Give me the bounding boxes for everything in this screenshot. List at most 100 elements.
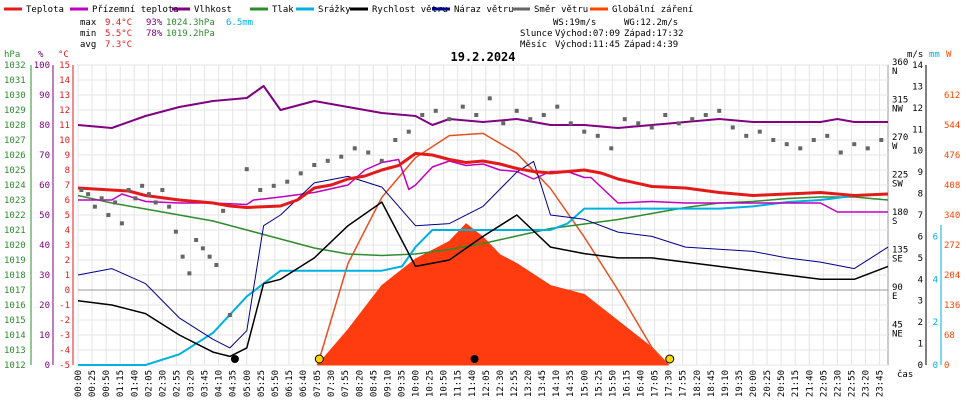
rain-tick-label: 4 bbox=[933, 275, 938, 285]
press-tick-label: 1029 bbox=[4, 106, 26, 116]
rad-tick-label: 204 bbox=[944, 271, 960, 281]
dir-compass-label: SW bbox=[892, 180, 903, 190]
stats-min-label: min bbox=[80, 29, 96, 39]
temp-tick-label: 14 bbox=[59, 76, 70, 86]
wind-tick-label: 7 bbox=[918, 211, 923, 221]
x-tick-label: 14:35 bbox=[566, 370, 576, 397]
rad-tick-label: 68 bbox=[944, 331, 955, 341]
press-tick-label: 1021 bbox=[4, 226, 26, 236]
temp-tick-label: 4 bbox=[65, 226, 70, 236]
press-tick-label: 1019 bbox=[4, 256, 26, 266]
info-sun-rise: Východ:07:09 bbox=[555, 29, 620, 39]
rain-tick-label: 0 bbox=[933, 361, 938, 371]
wind-direction-point bbox=[99, 196, 104, 201]
dir-compass-label: N bbox=[892, 67, 897, 77]
x-tick-label: 13:20 bbox=[524, 370, 534, 397]
wind-tick-label: 6 bbox=[918, 232, 923, 242]
legend-label: Vlhkost bbox=[194, 5, 232, 15]
wind-direction-point bbox=[595, 133, 600, 138]
wind-tick-label: 3 bbox=[918, 297, 923, 307]
wind-direction-point bbox=[160, 188, 165, 192]
temp-tick-label: 6 bbox=[65, 196, 70, 206]
wind-direction-point bbox=[393, 138, 398, 142]
wind-direction-point bbox=[271, 183, 276, 188]
press-tick-label: 1030 bbox=[4, 91, 26, 101]
temp-tick-label: 3 bbox=[65, 241, 70, 251]
x-tick-label: 09:10 bbox=[383, 370, 393, 397]
legend-label: Tlak bbox=[272, 5, 294, 15]
x-tick-label: 06:40 bbox=[299, 370, 309, 397]
press-tick-label: 1023 bbox=[4, 196, 26, 206]
wind-direction-point bbox=[514, 108, 519, 113]
sunrise-marker bbox=[314, 354, 324, 364]
stats-min-temp: 5.5°C bbox=[105, 29, 132, 39]
stats-max-label: max bbox=[80, 18, 97, 28]
legend-label: Směr větru bbox=[534, 5, 588, 15]
x-tick-label: 00:00 bbox=[74, 370, 84, 397]
x-tick-label: 20:50 bbox=[777, 370, 787, 397]
unit-temp: °C bbox=[58, 50, 69, 60]
x-tick-label: 02:55 bbox=[172, 370, 182, 397]
stats-max-hum: 93% bbox=[146, 18, 163, 28]
press-tick-label: 1026 bbox=[4, 151, 26, 161]
temp-tick-label: 13 bbox=[59, 91, 70, 101]
hum-tick-label: 30 bbox=[39, 271, 50, 281]
wind-tick-label: 0 bbox=[918, 361, 923, 371]
x-tick-label: 02:05 bbox=[144, 370, 154, 397]
x-tick-label: 10:25 bbox=[426, 370, 436, 397]
wind-direction-point bbox=[501, 121, 506, 126]
x-tick-label: 21:40 bbox=[805, 370, 815, 397]
stats-avg-label: avg bbox=[80, 40, 96, 50]
wind-direction-point bbox=[366, 150, 371, 155]
rad-tick-label: 408 bbox=[944, 181, 960, 191]
wind-tick-label: 4 bbox=[918, 275, 923, 285]
wind-direction-point bbox=[146, 192, 151, 197]
x-tick-label: 15:00 bbox=[580, 370, 590, 397]
dir-compass-label: NW bbox=[892, 105, 903, 115]
wind-tick-label: 5 bbox=[918, 254, 923, 264]
wind-direction-point bbox=[86, 192, 91, 197]
wind-direction-point bbox=[649, 125, 654, 130]
wind-direction-point bbox=[420, 113, 425, 117]
wind-direction-point bbox=[79, 188, 84, 192]
press-tick-label: 1020 bbox=[4, 241, 26, 251]
wind-direction-point bbox=[133, 196, 138, 201]
wind-direction-point bbox=[92, 204, 97, 209]
x-tick-label: 00:25 bbox=[88, 370, 98, 397]
unit-rad: W bbox=[946, 50, 952, 60]
rain-tick-label: 6 bbox=[933, 232, 938, 242]
x-tick-label: 23:45 bbox=[876, 370, 886, 397]
x-tick-label: 17:55 bbox=[679, 370, 689, 397]
x-tick-label: 07:05 bbox=[313, 370, 323, 397]
wind-direction-point bbox=[113, 200, 118, 205]
dir-tick-label: 180 bbox=[892, 208, 908, 218]
x-tick-label: 00:50 bbox=[102, 370, 112, 397]
press-tick-label: 1018 bbox=[4, 271, 26, 281]
unit-labels: hPa % °C m/s mm W čas bbox=[4, 50, 952, 380]
stats-max-rain: 6.5mm bbox=[226, 18, 253, 28]
temp-tick-label: 2 bbox=[65, 256, 70, 266]
hum-tick-label: 60 bbox=[39, 181, 50, 191]
wind-direction-point bbox=[207, 254, 212, 259]
rad-tick-label: 340 bbox=[944, 211, 960, 221]
press-tick-label: 1031 bbox=[4, 76, 26, 86]
x-tick-label: 01:40 bbox=[130, 370, 140, 397]
dir-compass-label: NE bbox=[892, 330, 903, 340]
wind-direction-point bbox=[460, 104, 465, 109]
hum-tick-label: 100 bbox=[34, 61, 50, 71]
wind-direction-point bbox=[258, 188, 263, 192]
x-tick-label: 01:15 bbox=[116, 370, 126, 397]
wind-direction-point bbox=[487, 96, 492, 101]
x-tick-label: 19:35 bbox=[735, 370, 745, 397]
stats-block: max 9.4°C 93% 1024.3hPa 6.5mm min 5.5°C … bbox=[80, 18, 253, 50]
x-tick-label: 10:50 bbox=[440, 370, 450, 397]
x-tick-label: 07:30 bbox=[327, 370, 337, 397]
dir-tick-label: 45 bbox=[892, 321, 903, 331]
wind-direction-point bbox=[339, 154, 344, 159]
x-tick-label: 22:30 bbox=[833, 370, 843, 397]
unit-dir: m/s bbox=[907, 50, 923, 60]
temp-tick-label: -2 bbox=[59, 316, 70, 326]
x-tick-label: 05:50 bbox=[271, 370, 281, 397]
wind-direction-point bbox=[676, 121, 681, 126]
